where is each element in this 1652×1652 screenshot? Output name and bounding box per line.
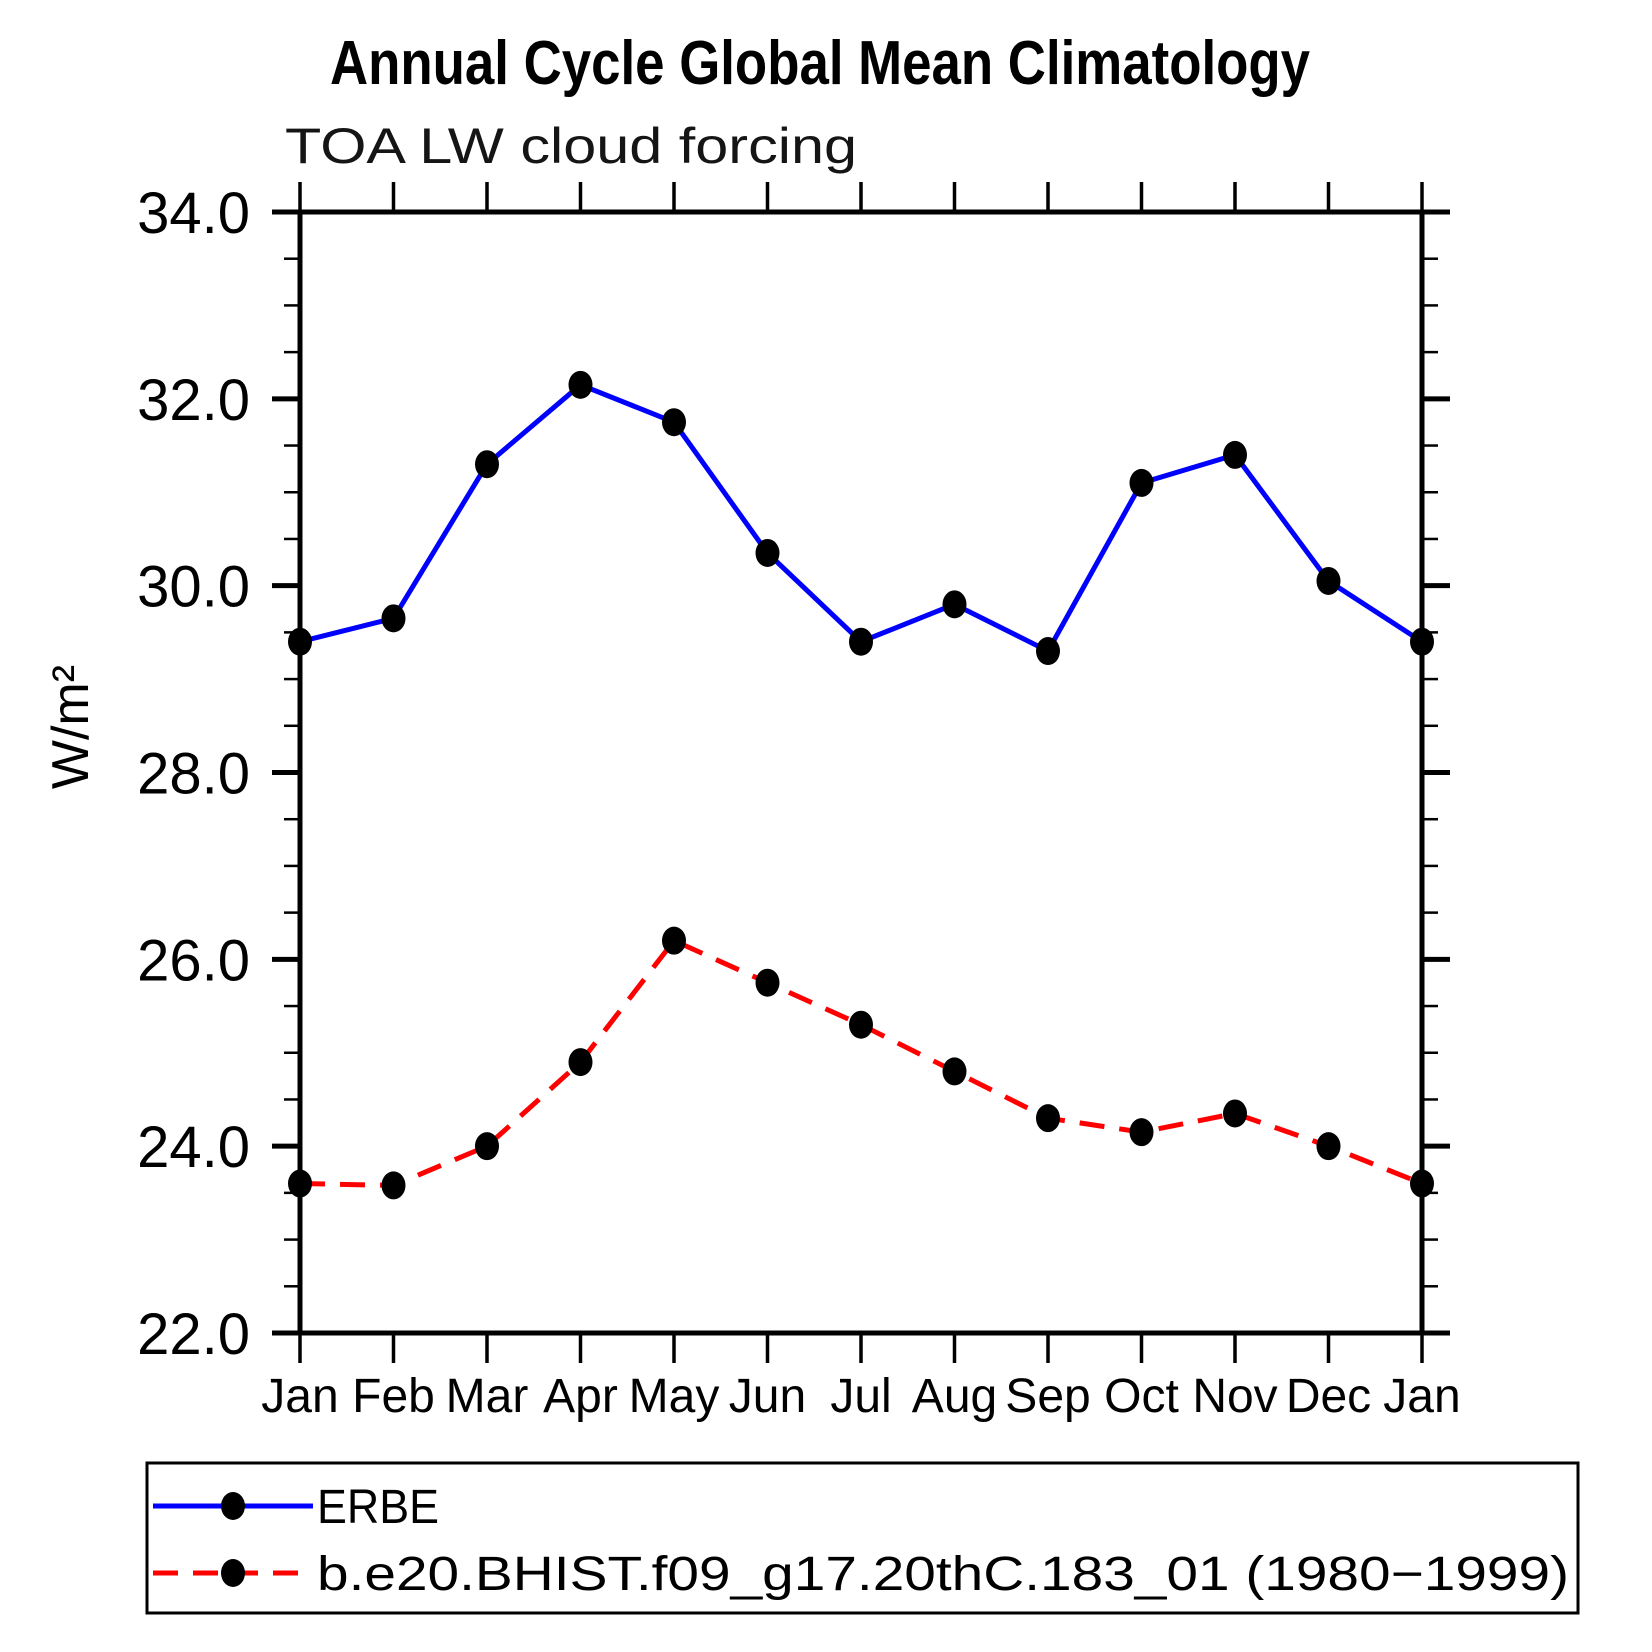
series-layer bbox=[288, 370, 1434, 1200]
data-point-marker bbox=[755, 538, 780, 567]
data-point-marker bbox=[662, 926, 686, 955]
y-tick-label: 28.0 bbox=[137, 742, 250, 807]
data-point-marker bbox=[755, 968, 780, 997]
y-tick-label: 30.0 bbox=[137, 555, 250, 620]
chart-title: Annual Cycle Global Mean Climatology bbox=[330, 29, 1310, 98]
data-point-marker bbox=[1316, 1132, 1341, 1161]
data-point-marker bbox=[1223, 1099, 1247, 1128]
y-axis-label: W/m² bbox=[42, 665, 100, 789]
series-line-0 bbox=[299, 382, 1424, 654]
data-point-marker bbox=[1036, 1104, 1060, 1133]
plot-frame bbox=[297, 209, 1425, 1336]
data-point-marker bbox=[1410, 1169, 1434, 1198]
data-point-marker bbox=[288, 1169, 312, 1198]
data-point-marker bbox=[475, 1132, 499, 1161]
x-tick-label: Nov bbox=[1192, 1370, 1277, 1423]
legend: ERBE b.e20.BHIST.f09_g17.20thC.183_01 (1… bbox=[145, 1461, 1580, 1615]
data-point-marker bbox=[1036, 637, 1060, 666]
data-point-marker bbox=[1129, 468, 1154, 497]
legend-marker-dot bbox=[221, 1559, 245, 1587]
chart-subtitle: TOA LW cloud forcing bbox=[285, 118, 857, 174]
data-point-marker bbox=[568, 370, 593, 399]
y-tick-label: 32.0 bbox=[137, 368, 250, 433]
data-point-marker bbox=[662, 408, 686, 437]
data-point-marker bbox=[381, 1171, 406, 1200]
x-tick-label: Oct bbox=[1104, 1370, 1179, 1423]
y-tick-label: 26.0 bbox=[137, 928, 250, 993]
x-tick-label: Jan bbox=[261, 1370, 338, 1423]
x-tick-label: Sep bbox=[1005, 1370, 1090, 1423]
legend-marker-dot bbox=[221, 1492, 245, 1520]
legend-item-model: b.e20.BHIST.f09_g17.20thC.183_01 (1980−1… bbox=[153, 1548, 1569, 1601]
x-tick-label: Jun bbox=[729, 1370, 806, 1423]
y-tick-label: 34.0 bbox=[137, 181, 250, 246]
y-tick-label: 24.0 bbox=[137, 1115, 250, 1180]
x-tick-label: Feb bbox=[352, 1370, 435, 1423]
data-point-marker bbox=[1223, 440, 1247, 469]
data-point-marker bbox=[381, 604, 406, 633]
axes-layer: 22.0 24.0 26.0 28.0 30.0 32.0 34.0 Jan Feb Mar Apr… bbox=[137, 181, 1461, 1423]
data-point-marker bbox=[568, 1048, 593, 1077]
x-tick-label: Dec bbox=[1286, 1370, 1371, 1423]
data-point-marker bbox=[942, 1057, 967, 1086]
x-tick-label: Aug bbox=[912, 1370, 997, 1423]
x-tick-label: Mar bbox=[446, 1370, 529, 1423]
legend-box bbox=[145, 1461, 1580, 1615]
data-point-marker bbox=[288, 627, 312, 656]
series-line-1 bbox=[299, 938, 1423, 1188]
y-tick-label: 22.0 bbox=[137, 1302, 250, 1367]
legend-label-erbe: ERBE bbox=[317, 1481, 439, 1534]
data-point-marker bbox=[475, 450, 499, 479]
data-point-marker bbox=[849, 627, 873, 656]
data-point-marker bbox=[1316, 566, 1341, 595]
x-tick-label: Jul bbox=[830, 1370, 891, 1423]
data-point-marker bbox=[1129, 1118, 1154, 1147]
data-point-marker bbox=[849, 1010, 873, 1039]
x-tick-label: May bbox=[629, 1370, 720, 1423]
data-point-marker bbox=[1410, 627, 1434, 656]
x-tick-label: Apr bbox=[543, 1370, 618, 1423]
data-point-marker bbox=[942, 590, 967, 619]
x-tick-label: Jan bbox=[1383, 1370, 1460, 1423]
legend-label-model: b.e20.BHIST.f09_g17.20thC.183_01 (1980−1… bbox=[317, 1548, 1569, 1601]
legend-item-erbe: ERBE bbox=[153, 1481, 439, 1534]
